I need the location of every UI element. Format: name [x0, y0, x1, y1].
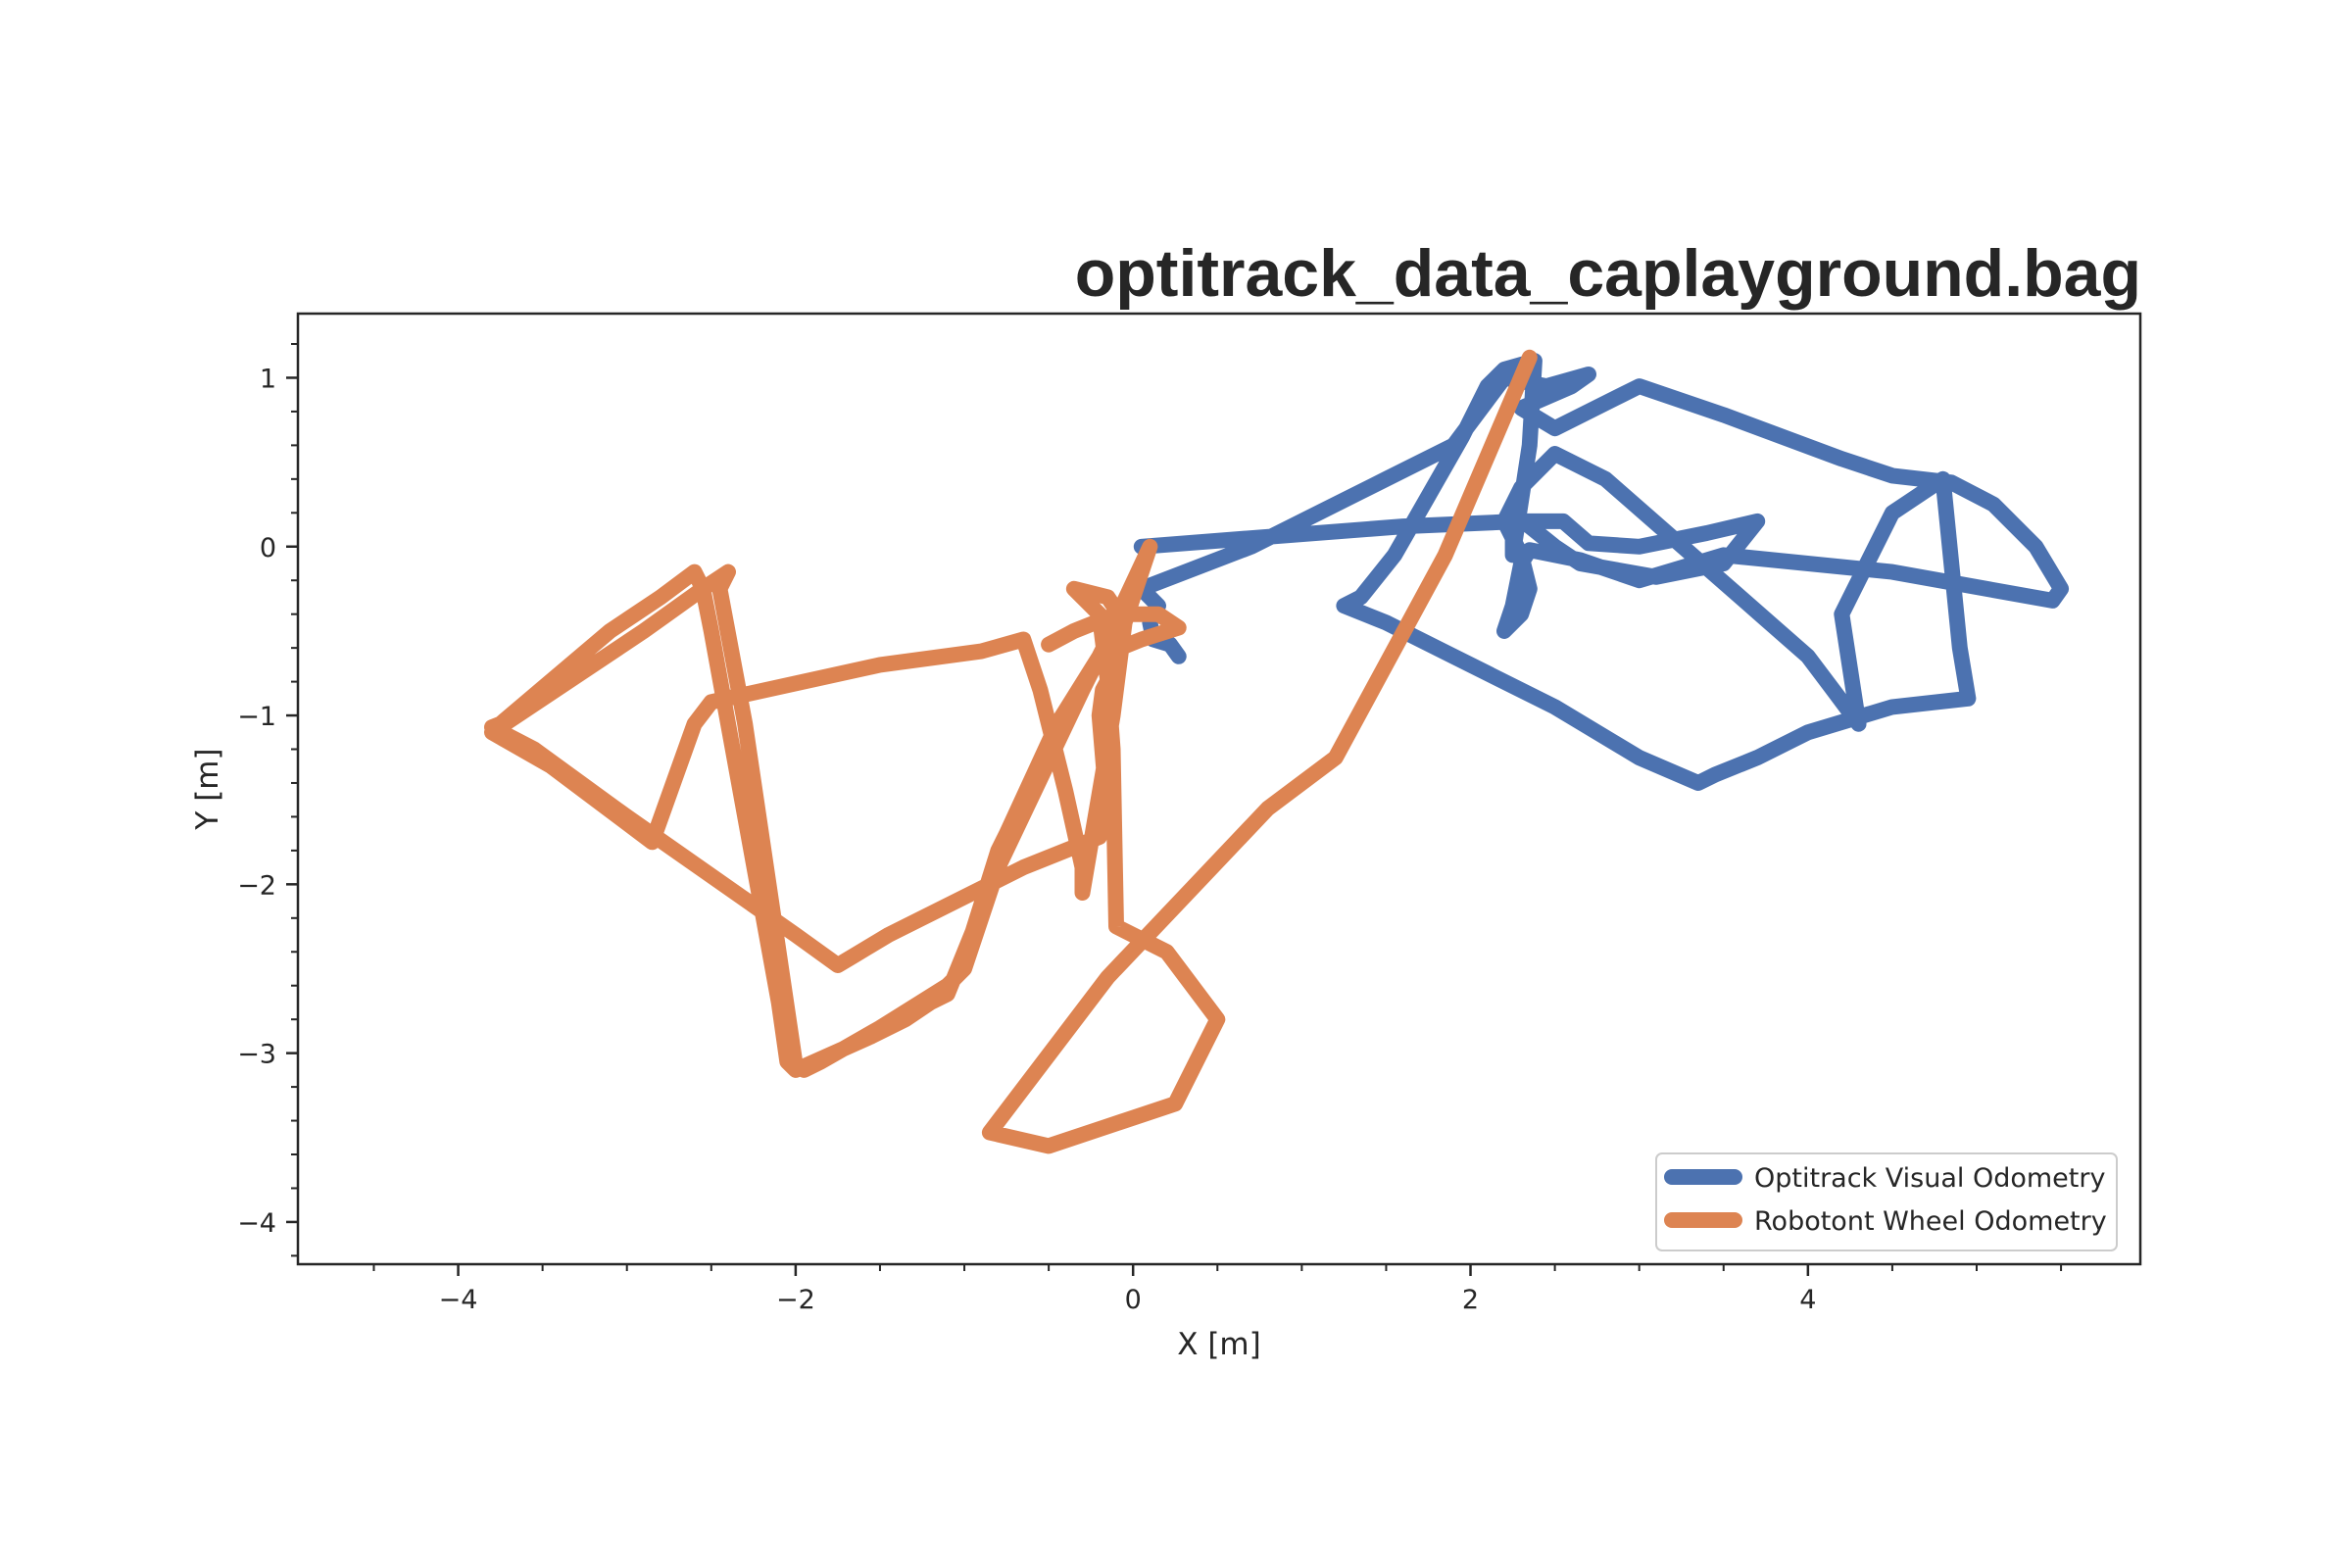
y-tick-label: 1 — [260, 364, 276, 394]
plot-frame — [296, 312, 2142, 1266]
x-tick-label: −2 — [776, 1285, 815, 1315]
y-tick-label: −3 — [237, 1040, 276, 1070]
series-line-1 — [484, 349, 1538, 1154]
x-tick-label: 2 — [1462, 1285, 1479, 1315]
series-line-0 — [1133, 353, 2070, 791]
x-tick-label: −4 — [439, 1285, 478, 1315]
y-tick-label: 0 — [260, 533, 276, 564]
y-axis-label: Y [m] — [190, 748, 225, 830]
x-tick-label: 0 — [1125, 1285, 1142, 1315]
x-tick-label: 4 — [1799, 1285, 1816, 1315]
y-tick-label: −4 — [237, 1208, 276, 1239]
x-axis-label: X [m] — [1177, 1327, 1260, 1362]
legend-label-optitrack: Optitrack Visual Odometry — [1754, 1163, 2105, 1194]
y-tick-label: −1 — [237, 702, 276, 732]
legend: Optitrack Visual Odometry Robotont Wheel… — [1655, 1152, 2118, 1251]
x-axis: −4 −2 0 2 4 — [372, 1264, 2063, 1315]
legend-box — [1655, 1152, 2118, 1251]
series-layer — [484, 349, 2070, 1154]
y-tick-label: −2 — [237, 870, 276, 901]
chart-title: optitrack_data_caplayground.bag — [1075, 236, 2141, 311]
y-axis: −4 −3 −2 −1 0 1 — [237, 343, 298, 1257]
legend-label-robotont: Robotont Wheel Odometry — [1754, 1206, 2107, 1237]
